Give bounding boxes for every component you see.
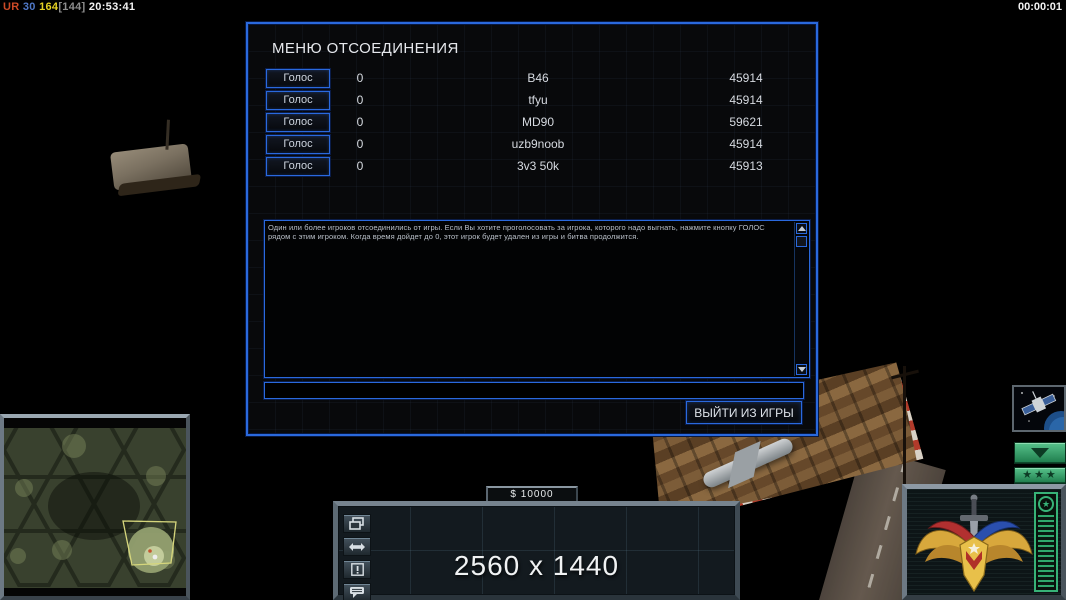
perf-clock: 20:53:41 <box>88 1 136 13</box>
vote-button[interactable]: Голос <box>266 112 330 132</box>
exit-game-button[interactable]: ВЫЙТИ ИЗ ИГРЫ <box>686 401 802 424</box>
minimap[interactable] <box>0 414 190 600</box>
match-timer: 00:00:01 <box>1017 1 1062 13</box>
player-timeout: 45913 <box>729 159 763 173</box>
player-name: uzb9noob <box>511 137 565 151</box>
player-name: MD90 <box>521 115 554 129</box>
vote-button[interactable]: Голос <box>266 90 330 110</box>
gauge-fill <box>1038 515 1054 587</box>
command-bar: 2560 x 1440 <box>333 501 740 600</box>
vote-count: 0 <box>356 115 364 129</box>
power-pole <box>903 366 906 484</box>
scrollbar[interactable] <box>794 222 808 376</box>
perf-fps: 30 <box>22 1 36 13</box>
general-portrait-panel: ★ <box>902 484 1066 600</box>
vote-count: 0 <box>356 137 364 151</box>
table-row: Голос 0 MD90 59621 <box>266 111 806 133</box>
exclamation-icon <box>350 563 364 576</box>
player-name: 3v3 50k <box>516 159 560 173</box>
rank-star-icon: ★ <box>1038 496 1054 512</box>
minimap-viewport-indicator <box>122 520 177 566</box>
vote-button[interactable]: Голос <box>266 134 330 154</box>
vote-button[interactable]: Голос <box>266 68 330 88</box>
disconnect-menu-dialog: МЕНЮ ОТСОЕДИНЕНИЯ Голос 0 B46 45914 Голо… <box>246 22 818 436</box>
usa-general-emblem-icon <box>915 494 1033 593</box>
minimap-letterbox-bottom <box>4 588 186 596</box>
disconnect-info-text: Один или более игроков отсоединились от … <box>268 223 765 241</box>
player-timeout: 45914 <box>729 93 763 107</box>
vote-count: 0 <box>356 159 364 173</box>
table-row: Голос 0 3v3 50k 45913 <box>266 155 806 177</box>
minimap-terrain <box>4 428 186 588</box>
player-name: tfyu <box>528 93 548 107</box>
wrench-icon <box>349 542 365 551</box>
vote-count: 0 <box>356 93 364 107</box>
scroll-down-button[interactable] <box>796 364 807 375</box>
speech-bubble-icon <box>350 587 364 598</box>
general-rank-button[interactable]: ★★★ <box>1014 467 1066 484</box>
perf-frames: 164 <box>39 1 59 13</box>
satellite-cameo-button[interactable] <box>1012 385 1066 445</box>
arrow-down-icon <box>797 367 806 372</box>
radar-van-unit <box>109 143 193 191</box>
player-timeout: 45914 <box>729 137 763 151</box>
chat-input[interactable] <box>264 382 804 399</box>
table-row: Голос 0 tfyu 45914 <box>266 89 806 111</box>
chat-button[interactable] <box>343 583 371 600</box>
minimap-letterbox-top <box>4 418 186 428</box>
perf-label: UR <box>3 1 20 13</box>
vote-count: 0 <box>356 71 364 85</box>
vote-button[interactable]: Голос <box>266 156 330 176</box>
scroll-up-button[interactable] <box>796 223 807 234</box>
performance-counter: UR 30 164[144] 20:53:41 <box>3 1 135 13</box>
table-row: Голос 0 B46 45914 <box>266 67 806 89</box>
resolution-overlay: 2560 x 1440 <box>453 550 620 581</box>
satellite-icon <box>1014 387 1066 445</box>
player-timeout: 59621 <box>729 115 763 129</box>
player-roster: Голос 0 B46 45914 Голос 0 tfyu 45914 Гол… <box>266 67 806 177</box>
experience-gauge: ★ <box>1034 492 1058 592</box>
windows-icon <box>349 517 364 530</box>
arrow-up-icon <box>797 226 806 231</box>
info-textarea: Один или более игроков отсоединились от … <box>264 220 810 378</box>
scrollbar-thumb[interactable] <box>796 236 807 247</box>
dialog-title: МЕНЮ ОТСОЕДИНЕНИЯ <box>272 40 459 57</box>
options-button[interactable] <box>343 514 371 533</box>
chevron-down-icon <box>1031 448 1049 458</box>
repair-button[interactable] <box>343 537 371 556</box>
table-row: Голос 0 uzb9noob 45914 <box>266 133 806 155</box>
alert-button[interactable] <box>343 560 371 579</box>
collapse-cameo-button[interactable] <box>1014 442 1066 464</box>
player-timeout: 45914 <box>729 71 763 85</box>
perf-bracket: [144] <box>58 1 86 13</box>
player-name: B46 <box>527 71 549 85</box>
